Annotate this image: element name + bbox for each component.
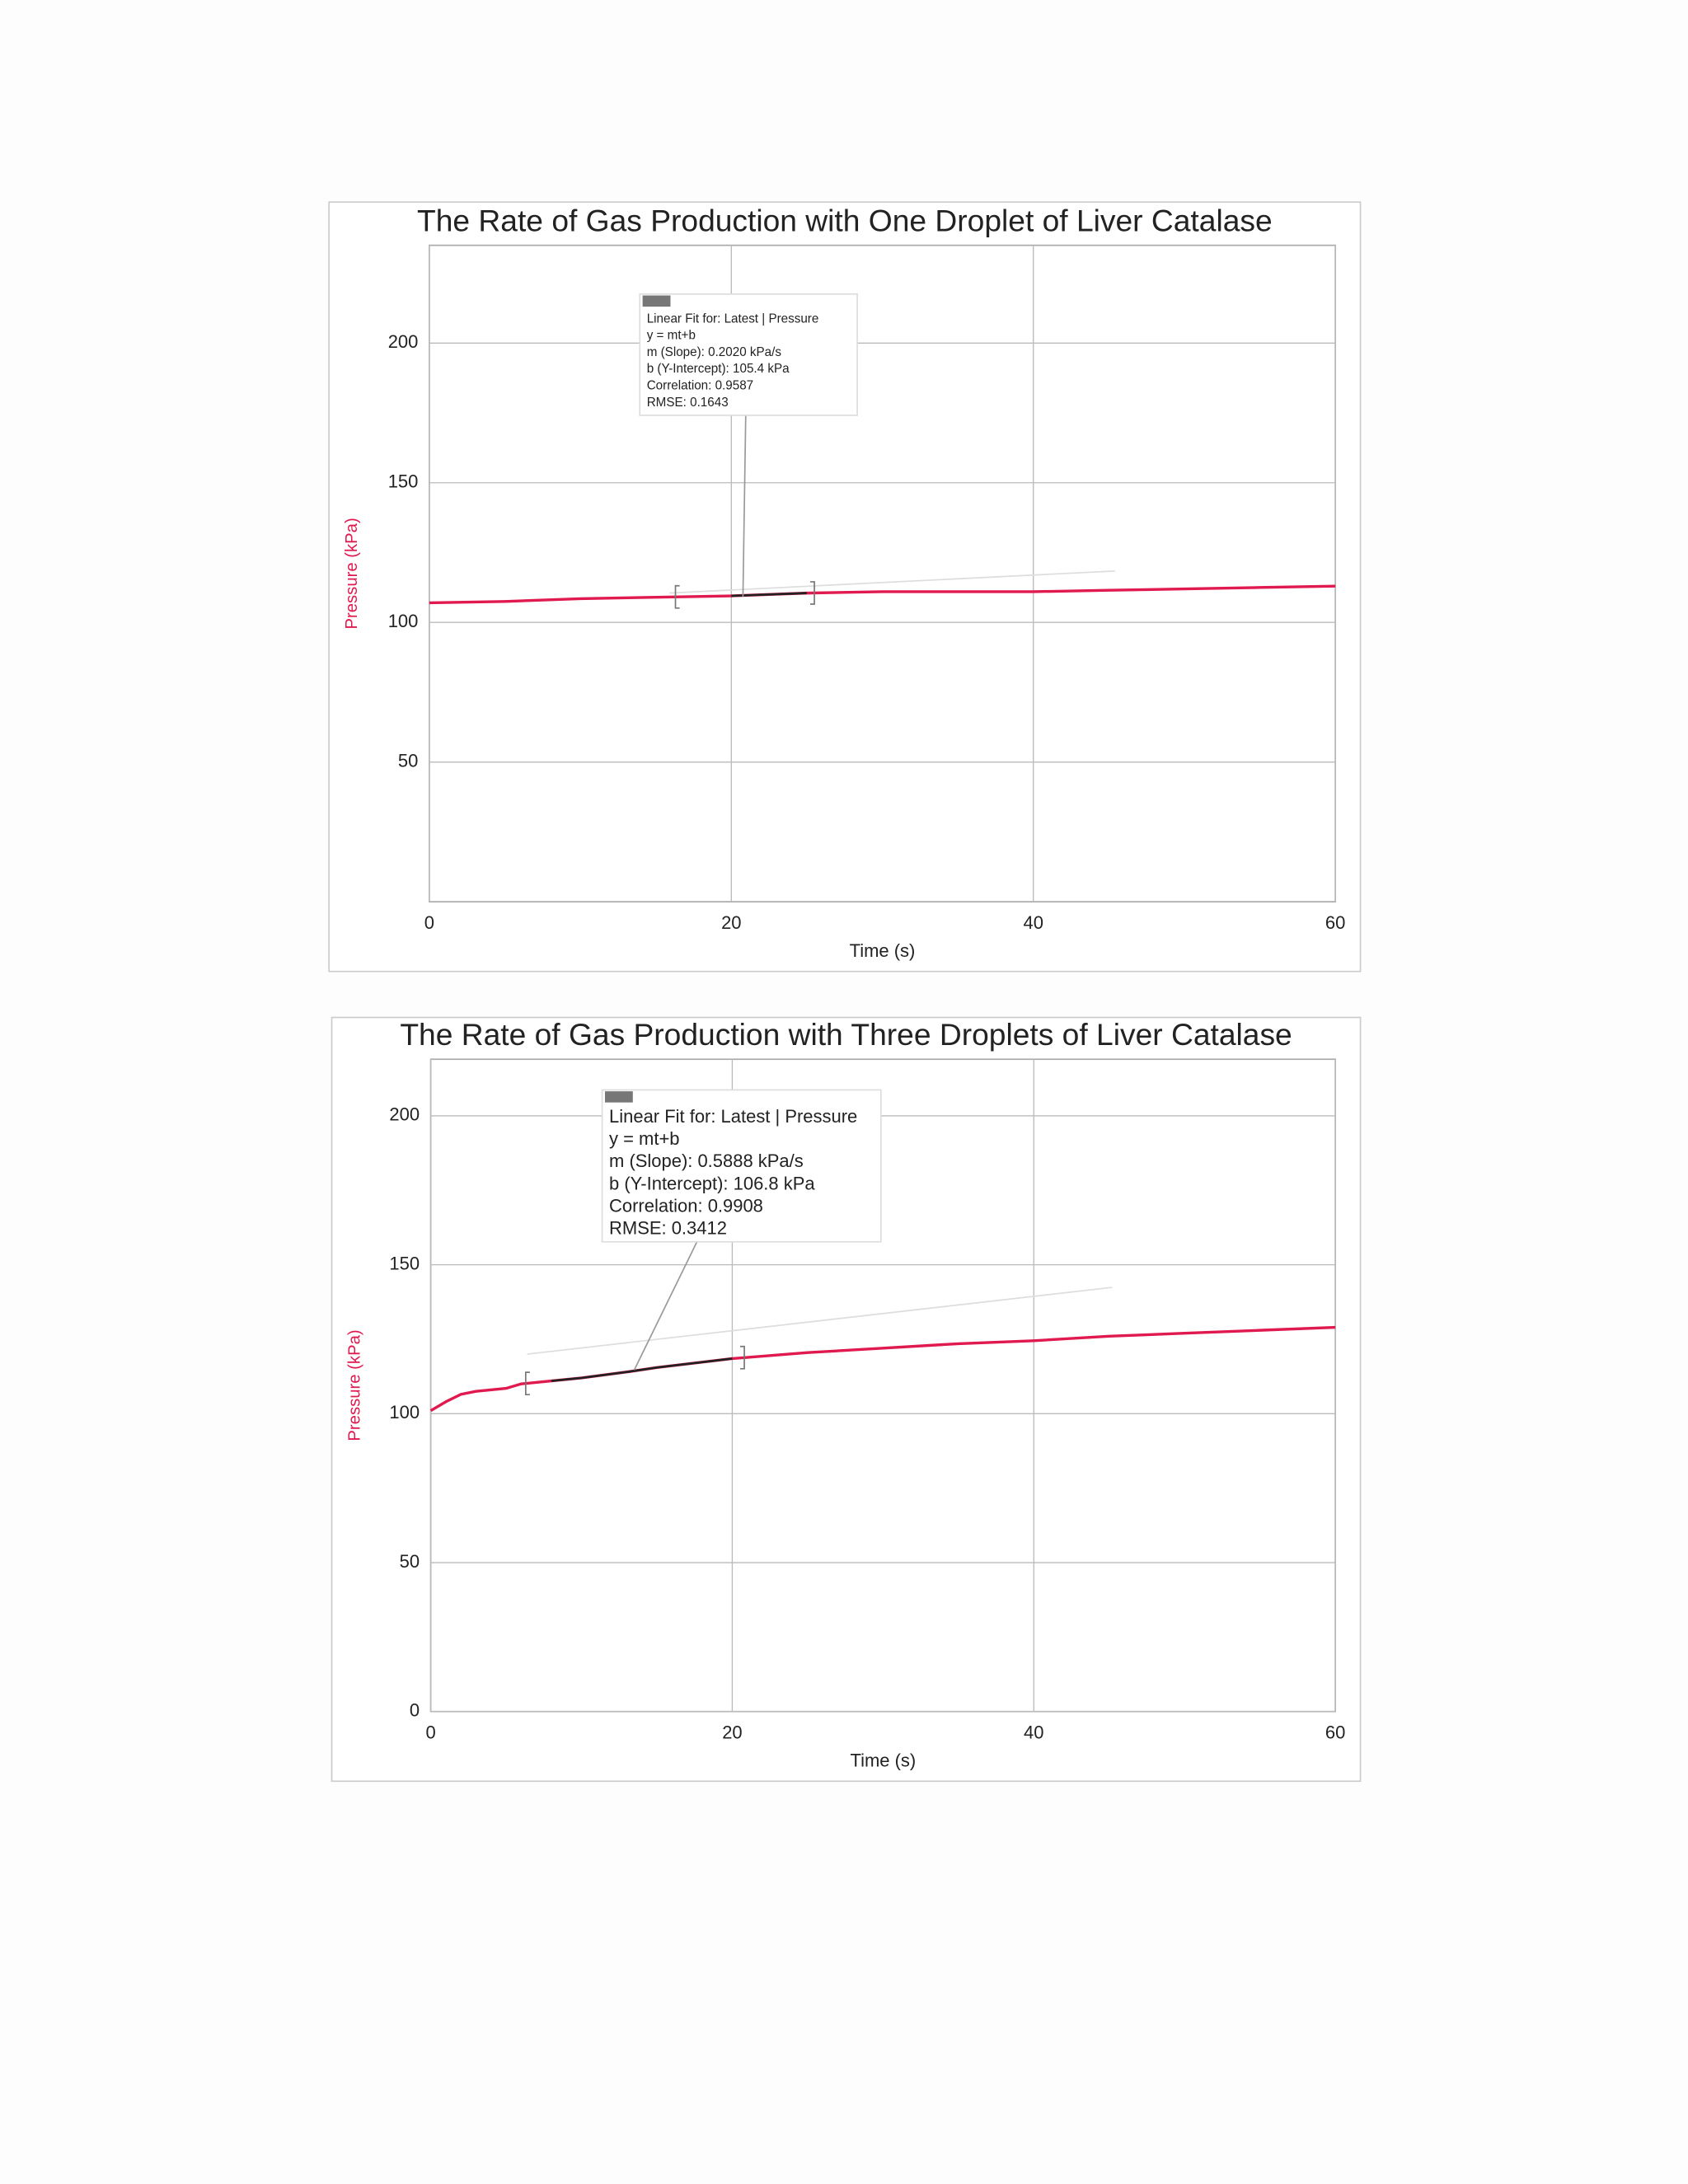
annotation-text: RMSE: 0.3412: [609, 1217, 727, 1238]
annotation-icon: [642, 295, 671, 307]
y-tick-label: 100: [389, 1402, 420, 1422]
plot-area: [429, 1058, 1336, 1713]
x-tick-label: 20: [722, 1722, 742, 1743]
annotation-text: Linear Fit for: Latest | Pressure: [647, 312, 819, 326]
y-tick-label: 50: [400, 1551, 420, 1572]
x-tick-label: 0: [424, 912, 434, 933]
range-bracket: [524, 1371, 530, 1396]
y-tick-label: 50: [398, 751, 418, 771]
x-axis-label: Time (s): [850, 940, 916, 961]
annotation-connector: [633, 1241, 698, 1371]
range-bracket: [809, 581, 815, 605]
y-axis-label: Pressure (kPa): [346, 1329, 364, 1441]
x-tick-label: 60: [1325, 1722, 1345, 1743]
x-tick-label: 40: [1023, 912, 1043, 933]
y-tick-label: 0: [410, 1700, 420, 1721]
annotation-text: y = mt+b: [609, 1128, 679, 1149]
chart-title: The Rate of Gas Production with Three Dr…: [400, 1017, 1292, 1052]
annotation-connector: [742, 415, 747, 597]
range-bracket: [739, 1345, 745, 1370]
annotation-box: [601, 1089, 882, 1243]
x-axis-label: Time (s): [850, 1750, 916, 1770]
y-tick-label: 200: [389, 1104, 420, 1125]
y-tick-label: 150: [389, 1253, 420, 1273]
data-line: [429, 584, 1336, 605]
annotation-icon: [604, 1091, 633, 1103]
fit-segment: [731, 592, 807, 598]
annotation-text: m (Slope): 0.2020 kPa/s: [647, 345, 782, 359]
range-bracket: [674, 584, 680, 609]
y-tick-label: 150: [388, 471, 419, 492]
y-tick-label: 200: [388, 331, 419, 352]
annotation-text: Correlation: 0.9587: [647, 378, 753, 392]
chart-title: The Rate of Gas Production with One Drop…: [417, 203, 1273, 237]
annotation-text: y = mt+b: [647, 329, 696, 343]
annotation-text: Correlation: 0.9908: [609, 1195, 763, 1216]
annotation-text: RMSE: 0.1643: [647, 396, 729, 410]
annotation-text: b (Y-Intercept): 105.4 kPa: [647, 362, 790, 376]
chart: The Rate of Gas Production with One Drop…: [328, 201, 1362, 972]
fit-segment: [551, 1357, 733, 1382]
x-tick-label: 60: [1325, 912, 1345, 933]
annotation-text: b (Y-Intercept): 106.8 kPa: [609, 1173, 815, 1193]
plot-area: [429, 244, 1336, 903]
y-axis-label: Pressure (kPa): [343, 518, 361, 629]
annotation-text: m (Slope): 0.5888 kPa/s: [609, 1151, 804, 1171]
annotation-box: [639, 293, 858, 416]
x-tick-label: 40: [1024, 1722, 1043, 1743]
chart: The Rate of Gas Production with Three Dr…: [331, 1016, 1362, 1783]
x-tick-label: 0: [425, 1722, 435, 1743]
fit-line: [527, 1286, 1113, 1355]
y-tick-label: 100: [388, 611, 419, 631]
x-tick-label: 20: [721, 912, 741, 933]
annotation-text: Linear Fit for: Latest | Pressure: [609, 1106, 857, 1127]
